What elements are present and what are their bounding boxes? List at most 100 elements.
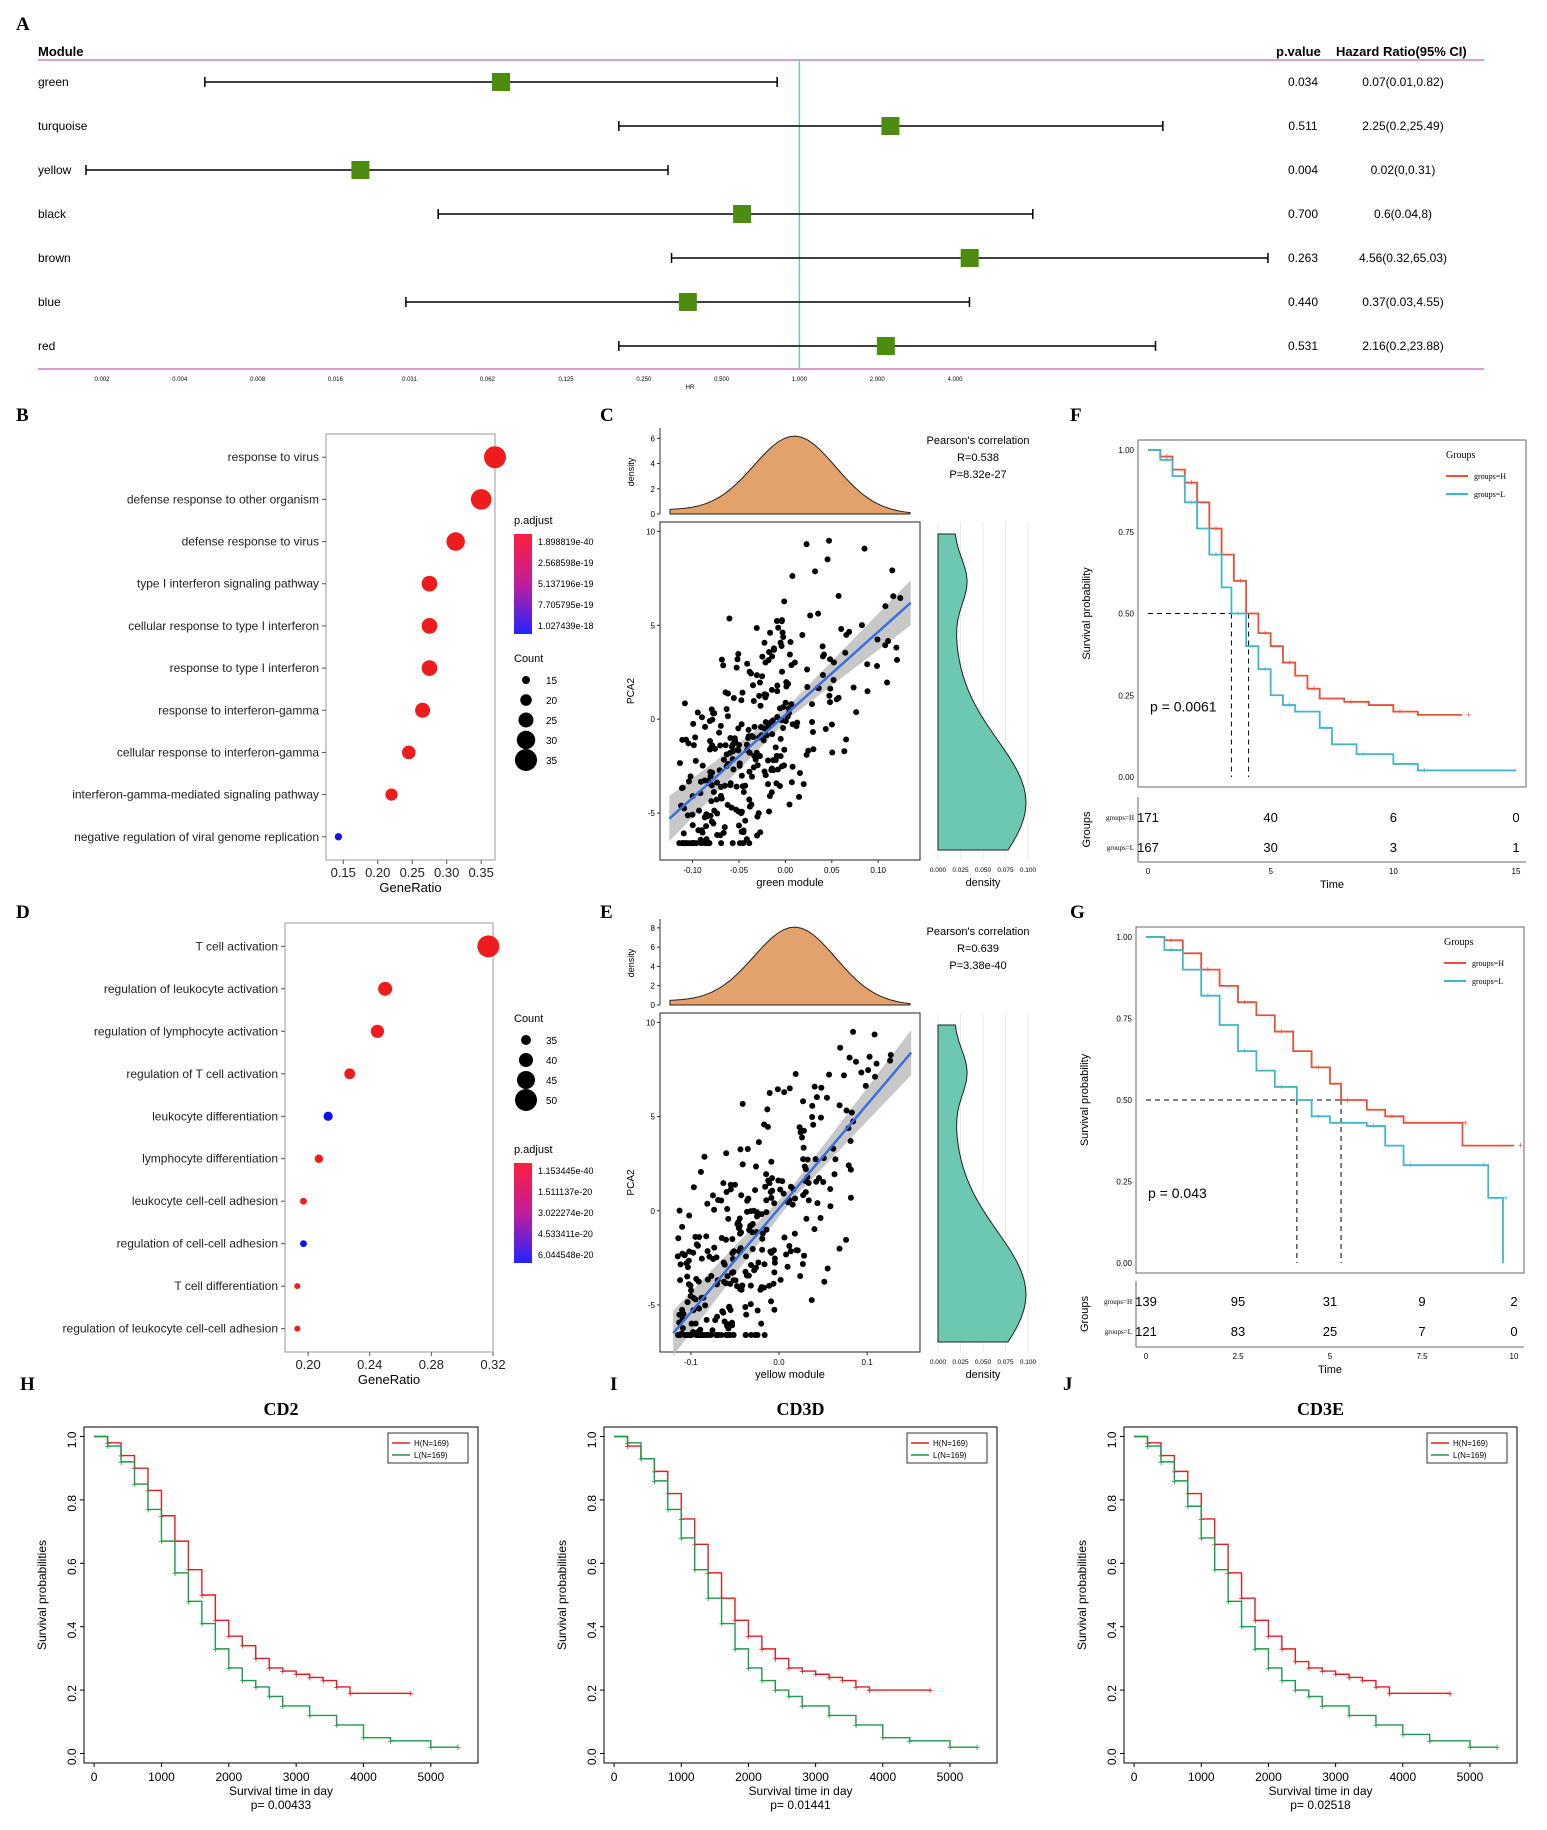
scatter-point bbox=[800, 1156, 807, 1163]
scatter-point bbox=[678, 785, 685, 792]
scatter-point bbox=[736, 741, 743, 748]
censor-mark: + bbox=[1145, 1441, 1151, 1453]
scatter-point bbox=[779, 668, 786, 675]
count-legend-title: Count bbox=[514, 1013, 543, 1025]
y-tick-label: 0 bbox=[651, 715, 656, 724]
censor-mark: + bbox=[1213, 550, 1218, 560]
censor-mark: + bbox=[334, 1720, 340, 1732]
censor-mark: + bbox=[1518, 1141, 1523, 1151]
risk-count: 2 bbox=[1510, 1294, 1517, 1309]
scatter-point bbox=[771, 1200, 778, 1207]
scatter-point bbox=[871, 1031, 878, 1038]
scatter-point bbox=[701, 777, 708, 784]
side-tick-label: 0.025 bbox=[952, 867, 969, 874]
censor-mark: + bbox=[1189, 497, 1194, 507]
scatter-point bbox=[709, 1192, 716, 1199]
scatter-point bbox=[783, 1251, 790, 1258]
scatter-point bbox=[850, 1028, 857, 1035]
header-pvalue: p.value bbox=[1276, 44, 1321, 59]
scatter-point bbox=[744, 660, 751, 667]
censor-mark: + bbox=[1213, 523, 1218, 533]
scatter-point bbox=[703, 1316, 710, 1323]
scatter-point bbox=[848, 1109, 855, 1116]
scatter-point bbox=[800, 1144, 807, 1151]
panel-label-a: A bbox=[16, 14, 30, 35]
y-tick-label: 5 bbox=[651, 1113, 656, 1122]
scatter-point bbox=[815, 610, 822, 617]
censor-mark: + bbox=[132, 1479, 138, 1491]
scatter-point bbox=[836, 1245, 843, 1252]
scatter-point bbox=[729, 1235, 736, 1242]
count-legend-label: 25 bbox=[546, 716, 558, 727]
scatter-point bbox=[738, 828, 745, 835]
chart-title: CD3D bbox=[777, 1399, 825, 1419]
scatter-point bbox=[723, 706, 730, 713]
scatter-point bbox=[873, 663, 880, 670]
censor-mark: + bbox=[799, 1666, 805, 1678]
padj-legend-label: 3.022274e-20 bbox=[538, 1208, 594, 1218]
padj-legend-label: 1.898819e-40 bbox=[538, 537, 594, 547]
scatter-point bbox=[752, 1332, 759, 1339]
x-tick-label: 0 bbox=[91, 1770, 98, 1784]
scatter-point bbox=[701, 840, 708, 847]
module-label: red bbox=[38, 339, 55, 353]
scatter-point bbox=[767, 1248, 774, 1255]
scatter-point bbox=[690, 720, 697, 727]
term-dot bbox=[477, 935, 500, 958]
y-tick-label: 6 bbox=[651, 943, 656, 952]
module-label: green bbox=[38, 75, 69, 89]
scatter-point bbox=[822, 725, 829, 732]
scatter-point bbox=[717, 792, 724, 799]
scatter-point bbox=[752, 756, 759, 763]
scatter-point bbox=[872, 1073, 879, 1080]
scatter-point bbox=[677, 1277, 684, 1284]
scatter-point bbox=[774, 766, 781, 773]
panel-label-d: D bbox=[16, 902, 30, 923]
scatter-point bbox=[756, 692, 763, 699]
scatter-point bbox=[687, 1282, 694, 1289]
density-label: density bbox=[626, 948, 636, 977]
censor-mark: + bbox=[1306, 1691, 1312, 1703]
side-tick-label: 0.050 bbox=[975, 867, 992, 874]
scatter-point bbox=[676, 760, 683, 767]
scatter-point bbox=[685, 778, 692, 785]
count-legend-dot bbox=[515, 1089, 537, 1111]
scatter-point bbox=[699, 762, 706, 769]
scatter-point bbox=[738, 721, 745, 728]
scatter-point bbox=[752, 1187, 759, 1194]
scatter-point bbox=[729, 1319, 736, 1326]
scatter-point bbox=[717, 742, 724, 749]
legend-label: L(N=169) bbox=[414, 1451, 448, 1460]
y-tick-label: 2 bbox=[651, 485, 656, 494]
scatter-point bbox=[763, 1226, 770, 1233]
scatter-point bbox=[766, 1089, 773, 1096]
padj-legend-label: 4.533411e-20 bbox=[538, 1229, 593, 1239]
scatter-point bbox=[721, 1278, 728, 1285]
scatter-point bbox=[735, 725, 742, 732]
term-label: regulation of T cell activation bbox=[126, 1067, 278, 1081]
legend-box bbox=[387, 1432, 469, 1464]
censor-mark: + bbox=[638, 1454, 644, 1466]
y-tick-label: 4 bbox=[651, 962, 656, 971]
y-tick-label: 0.0 bbox=[65, 1748, 79, 1765]
panel-label-i: I bbox=[610, 1374, 617, 1395]
scatter-point bbox=[747, 1282, 754, 1289]
scatter-point bbox=[742, 817, 749, 824]
x-axis-label: GeneRatio bbox=[358, 1372, 420, 1387]
plot-area bbox=[325, 433, 496, 861]
scatter-point bbox=[716, 729, 723, 736]
scatter-point bbox=[768, 1158, 775, 1165]
y-axis-label: Survival probabilities bbox=[555, 1540, 569, 1650]
term-label: leukocyte differentiation bbox=[152, 1109, 278, 1123]
censor-mark: + bbox=[1447, 1688, 1453, 1700]
scatter-point bbox=[684, 812, 691, 819]
scatter-point bbox=[725, 1325, 732, 1332]
censor-mark: + bbox=[1287, 700, 1292, 710]
x-tick-label: 4.000 bbox=[947, 377, 963, 383]
censor-mark: + bbox=[307, 1710, 313, 1722]
scatter-point bbox=[725, 1215, 732, 1222]
survival-curve bbox=[1148, 449, 1516, 772]
chart-title: CD3E bbox=[1297, 1399, 1344, 1419]
term-dot bbox=[421, 575, 438, 592]
censor-mark: + bbox=[145, 1504, 151, 1516]
